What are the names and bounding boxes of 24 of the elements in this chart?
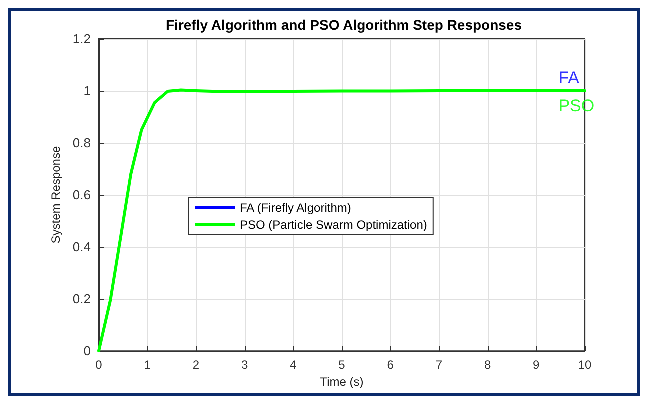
y-axis-title: System Response bbox=[49, 146, 64, 244]
x-tick-label: 4 bbox=[290, 358, 298, 372]
chart-title: Firefly Algorithm and PSO Algorithm Step Responses bbox=[166, 17, 522, 33]
annotation: FA bbox=[558, 68, 580, 88]
x-tick-label: 3 bbox=[241, 358, 248, 372]
y-tick-label: 1.2 bbox=[72, 32, 91, 46]
y-tick-label: 0.8 bbox=[72, 136, 91, 151]
x-tick-label: 5 bbox=[338, 358, 346, 372]
x-tick-label: 1 bbox=[144, 358, 152, 372]
y-tick-label: 1 bbox=[84, 84, 91, 99]
x-tick-label: 6 bbox=[387, 358, 394, 372]
y-tick-label: 0 bbox=[84, 344, 91, 359]
legend-label: PSO (Particle Swarm Optimization) bbox=[240, 218, 428, 232]
x-tick-label: 0 bbox=[96, 358, 103, 372]
x-axis-title: Time (s) bbox=[320, 375, 364, 389]
x-tick-label: 2 bbox=[192, 358, 200, 372]
x-tick-label: 8 bbox=[484, 358, 492, 372]
legend-label: FA (Firefly Algorithm) bbox=[240, 201, 352, 215]
y-tick-label: 0.4 bbox=[72, 240, 91, 255]
x-tick-label: 7 bbox=[436, 358, 443, 372]
x-tick-label: 9 bbox=[533, 358, 540, 372]
x-tick-label: 10 bbox=[578, 358, 592, 372]
y-tick-label: 0.6 bbox=[72, 188, 91, 203]
y-tick-label: 0.2 bbox=[72, 292, 91, 307]
